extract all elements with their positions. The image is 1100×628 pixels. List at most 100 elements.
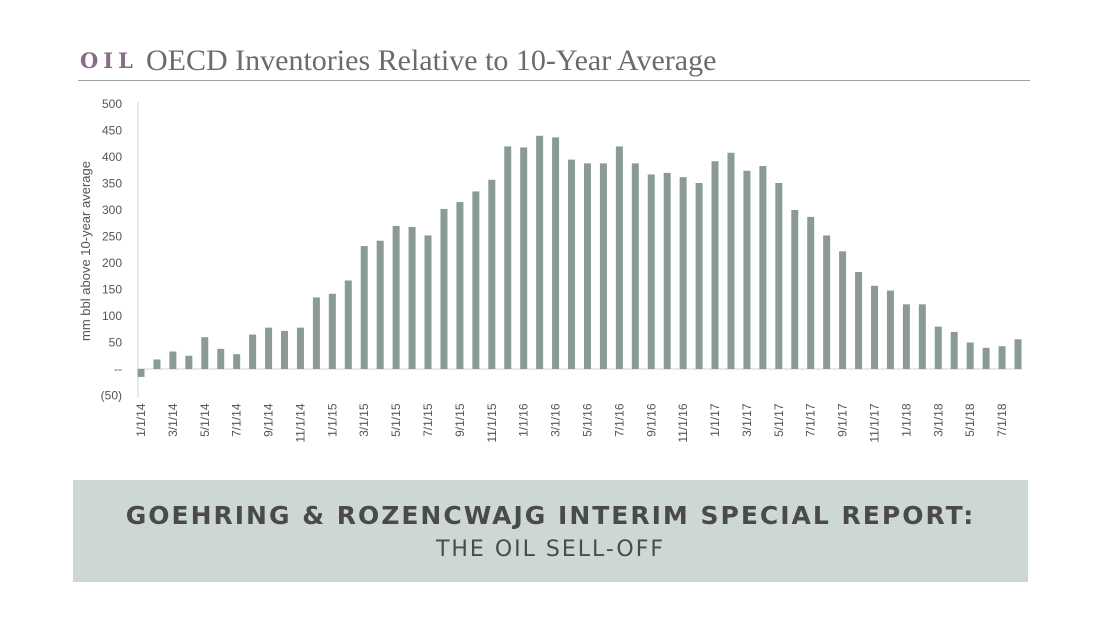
bar [249,334,257,369]
report-banner: GOEHRING & ROZENCWAJG INTERIM SPECIAL RE… [73,480,1028,582]
banner-subheading: THE OIL SELL-OFF [435,537,666,562]
y-tick-label: -- [114,362,122,376]
bar [775,182,783,369]
bar [695,182,703,369]
bar [934,326,942,369]
section-label: OIL [80,48,138,73]
bar [185,355,193,369]
y-tick-label: 450 [102,124,122,138]
bar [839,251,847,369]
bar [328,293,336,369]
y-tick-label: 150 [102,283,122,297]
bar [759,166,767,369]
y-tick-label: 350 [102,177,122,191]
bar [679,177,687,369]
bar [631,163,639,369]
bar [265,327,273,369]
bar [520,147,528,369]
x-tick-label: 7/1/18 [995,403,1009,437]
bar [568,159,576,369]
bar [201,337,209,369]
x-tick-label: 9/1/16 [644,403,658,437]
y-tick-label: (50) [101,389,122,403]
bar [791,210,799,369]
bar [296,327,304,369]
bar [950,331,958,369]
bar [137,369,145,377]
bar [966,342,974,369]
bar [233,354,241,369]
x-tick-label: 1/1/14 [134,403,148,437]
x-tick-label: 7/1/14 [230,403,244,437]
x-tick-label: 7/1/16 [612,403,626,437]
x-tick-label: 7/1/17 [804,403,818,437]
x-tick-label: 11/1/15 [485,403,499,442]
x-tick-label: 3/1/14 [166,403,180,437]
bar [536,135,544,369]
bar [615,146,623,369]
y-tick-label: 500 [102,97,122,111]
bar [552,137,560,369]
bar [408,226,416,369]
x-tick-label: 5/1/16 [580,403,594,437]
bar [711,161,719,369]
x-tick-label: 1/1/18 [899,403,913,437]
bar [153,359,161,369]
bar [217,348,225,369]
x-tick-label: 1/1/16 [517,403,531,437]
x-tick-label: 3/1/17 [740,403,754,437]
bar [392,225,400,369]
y-tick-label: 250 [102,230,122,244]
bar [1014,339,1022,369]
y-tick-label: 100 [102,309,122,323]
x-tick-label: 5/1/15 [389,403,403,437]
x-tick-label: 1/1/17 [708,403,722,437]
bar [647,174,655,369]
bar [918,304,926,369]
bar-chart: (50) -- 50 100 150 200 250 300 350 400 450 500 mm bb… [78,97,1022,443]
bar [870,285,878,369]
bar [902,304,910,369]
banner-heading: GOEHRING & ROZENCWAJG INTERIM SPECIAL RE… [125,501,976,530]
chart-header: OIL OECD Inventories Relative to 10-Year… [78,42,1030,81]
y-tick-label: 300 [102,203,122,217]
x-tick-label: 9/1/14 [262,403,276,437]
bar [376,240,384,369]
x-tick-label: 3/1/15 [357,403,371,437]
x-tick-label: 3/1/16 [549,403,563,437]
x-tick-label: 11/1/16 [676,403,690,442]
bar [998,346,1006,369]
y-axis-label: mm bbl above 10-year average [78,161,93,341]
x-tick-label: 3/1/18 [931,403,945,437]
x-tick-label: 11/1/17 [867,403,881,442]
y-tick-label: 50 [109,336,123,350]
bar [727,152,735,369]
x-tick-label: 5/1/18 [963,403,977,437]
x-tick-label: 1/1/15 [325,403,339,437]
x-tick-label: 11/1/14 [293,403,307,442]
bar [440,208,448,369]
x-tick-label: 9/1/15 [453,403,467,437]
bar [743,170,751,369]
x-tick-label: 5/1/17 [772,403,786,437]
x-tick-label: 9/1/17 [836,403,850,437]
bar [807,216,815,369]
x-tick-label: 7/1/15 [421,403,435,437]
bar [855,272,863,369]
bar [886,290,894,369]
bar [599,163,607,369]
bar [982,347,990,369]
bar [456,202,464,369]
bar [281,330,289,369]
bar [504,146,512,369]
bar [169,351,177,369]
bar [344,280,352,369]
bar [663,172,671,369]
bar [583,163,591,369]
bar [488,179,496,369]
y-tick-label: 400 [102,150,122,164]
bar [472,191,480,369]
chart-title: OECD Inventories Relative to 10-Year Ave… [146,44,717,77]
bar [823,235,831,369]
x-tick-label: 5/1/14 [198,403,212,437]
